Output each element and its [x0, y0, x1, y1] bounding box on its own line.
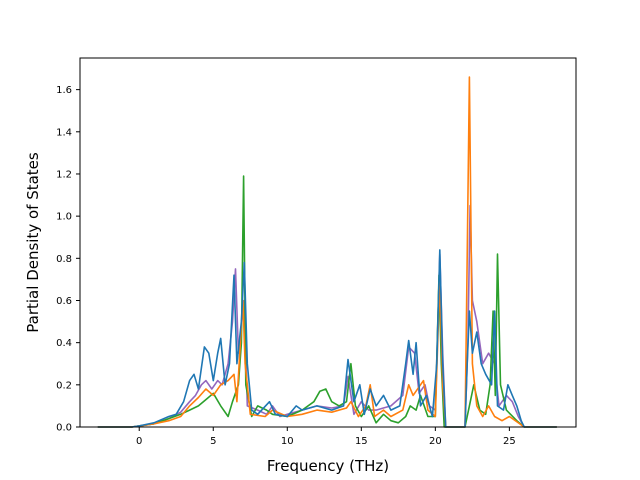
- series-line-0: [97, 204, 557, 428]
- y-tick-label: 0.8: [56, 254, 72, 265]
- x-tick-label: 5: [210, 436, 216, 447]
- y-tick-label: 1.2: [56, 169, 72, 180]
- y-tick-label: 0.2: [56, 380, 72, 391]
- y-tick-label: 1.6: [56, 85, 72, 96]
- x-tick-label: 20: [429, 436, 442, 447]
- y-axis-ticks: 0.0 0.2 0.4 0.6 0.8 1.0 1.2 1.4 1.6: [56, 85, 80, 434]
- y-tick-label: 0.6: [56, 296, 72, 307]
- series-line-3: [97, 249, 557, 428]
- series-layer: [97, 76, 557, 428]
- plot-frame: [79, 57, 577, 428]
- x-tick-label: 15: [355, 436, 368, 447]
- y-tick-label: 1.4: [56, 127, 72, 138]
- x-tick-label: 25: [503, 436, 516, 447]
- y-tick-label: 1.0: [56, 212, 72, 223]
- series-line-1: [97, 175, 557, 428]
- x-tick-label: 10: [281, 436, 294, 447]
- y-tick-label: 0.4: [56, 338, 72, 349]
- y-tick-label: 0.0: [56, 423, 72, 434]
- y-axis-title: Partial Density of States: [24, 152, 42, 333]
- x-axis-ticks: 0 5 10 15 20 25: [136, 427, 516, 447]
- x-tick-label: 0: [136, 436, 142, 447]
- x-axis-title: Frequency (THz): [267, 457, 389, 475]
